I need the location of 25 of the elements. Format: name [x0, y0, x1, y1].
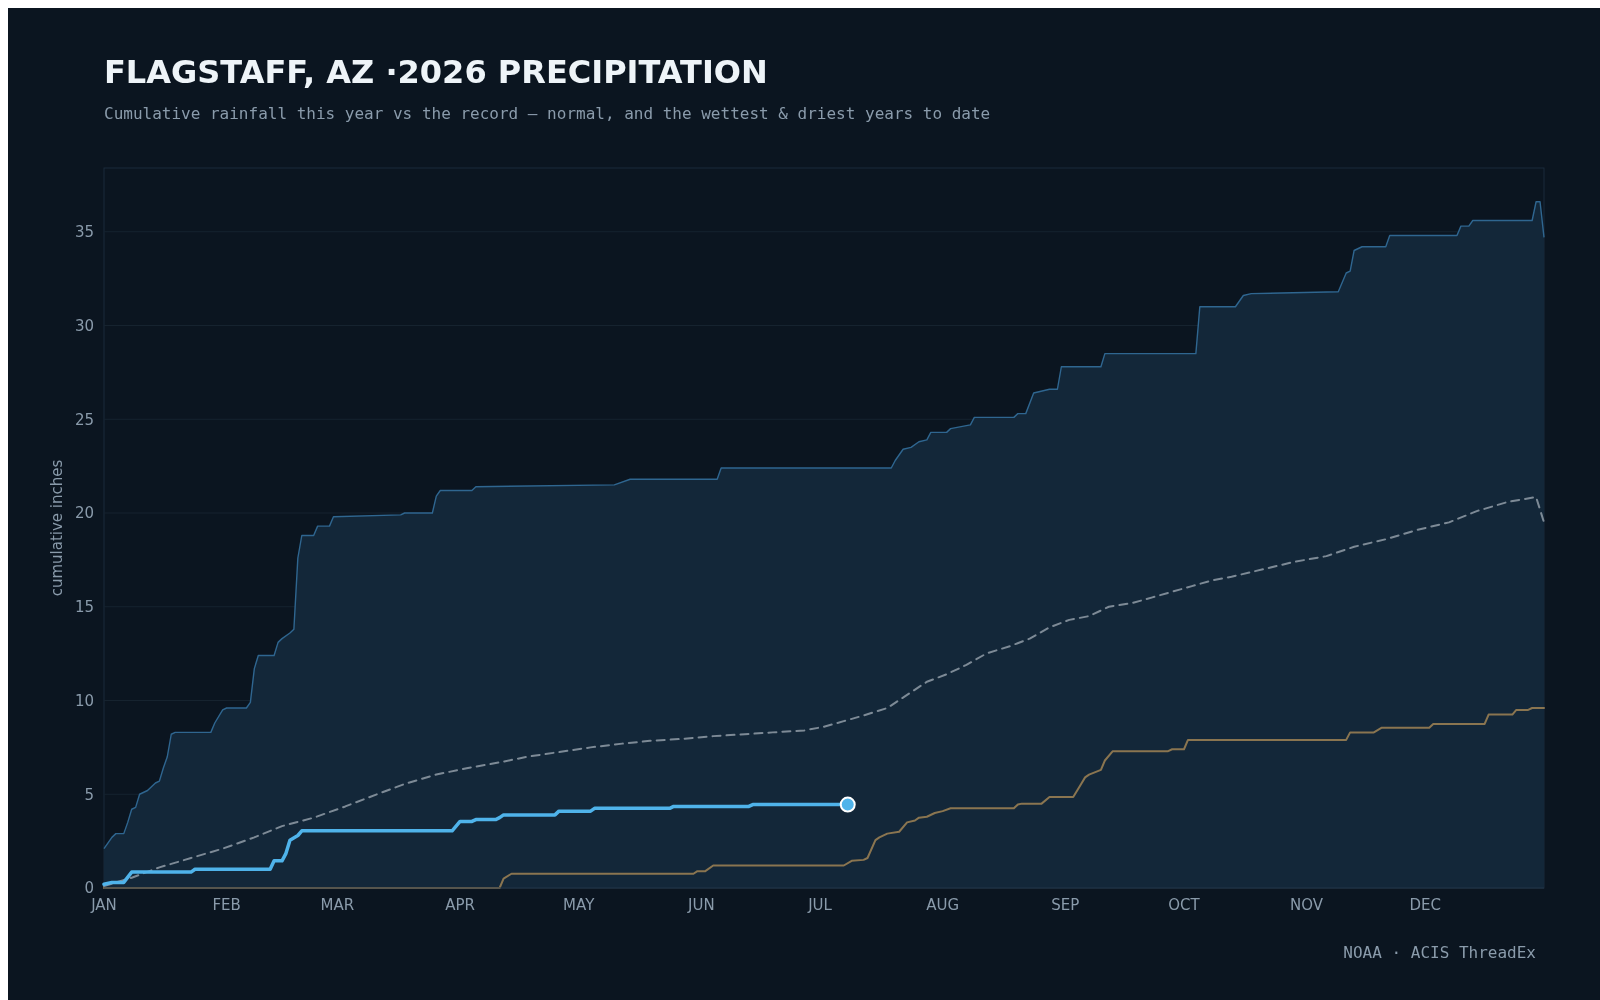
line-series [103, 496, 1545, 888]
y-tick-label: 35 [74, 223, 94, 241]
x-tick-label: FEB [212, 896, 241, 914]
x-tick-label: SEP [1051, 896, 1080, 914]
x-tick-label: NOV [1290, 896, 1324, 914]
y-tick-label: 30 [74, 316, 94, 335]
x-tick-label: JUL [807, 896, 833, 914]
x-tick-label: APR [445, 896, 475, 914]
y-tick-label: 5 [84, 785, 94, 804]
x-tick-label: JAN [90, 896, 117, 914]
x-tick-label: AUG [926, 896, 960, 914]
x-tick-label: OCT [1168, 896, 1201, 914]
y-tick-label: 10 [74, 691, 94, 710]
y-tick-label: 25 [74, 410, 94, 429]
chart-subtitle: Cumulative rainfall this year vs the record — normal, and the wettest & driest years to date [104, 104, 991, 123]
y-tick-label: 15 [74, 598, 94, 616]
text: NOAA · ACIS ThreadEx [1343, 943, 1537, 962]
chart-title: FLAGSTAFF, AZ ·2026 PRECIPITATION [104, 53, 768, 91]
x-tick-label: MAY [563, 896, 596, 914]
y-tick-label: 20 [74, 504, 94, 523]
x-tick-label: MAR [320, 896, 355, 914]
x-tick-label: JUN [687, 896, 715, 914]
y-tick-label: 0 [84, 879, 94, 898]
x-tick-label: DEC [1409, 896, 1442, 914]
y-axis-title: cumulative inches [48, 459, 66, 597]
